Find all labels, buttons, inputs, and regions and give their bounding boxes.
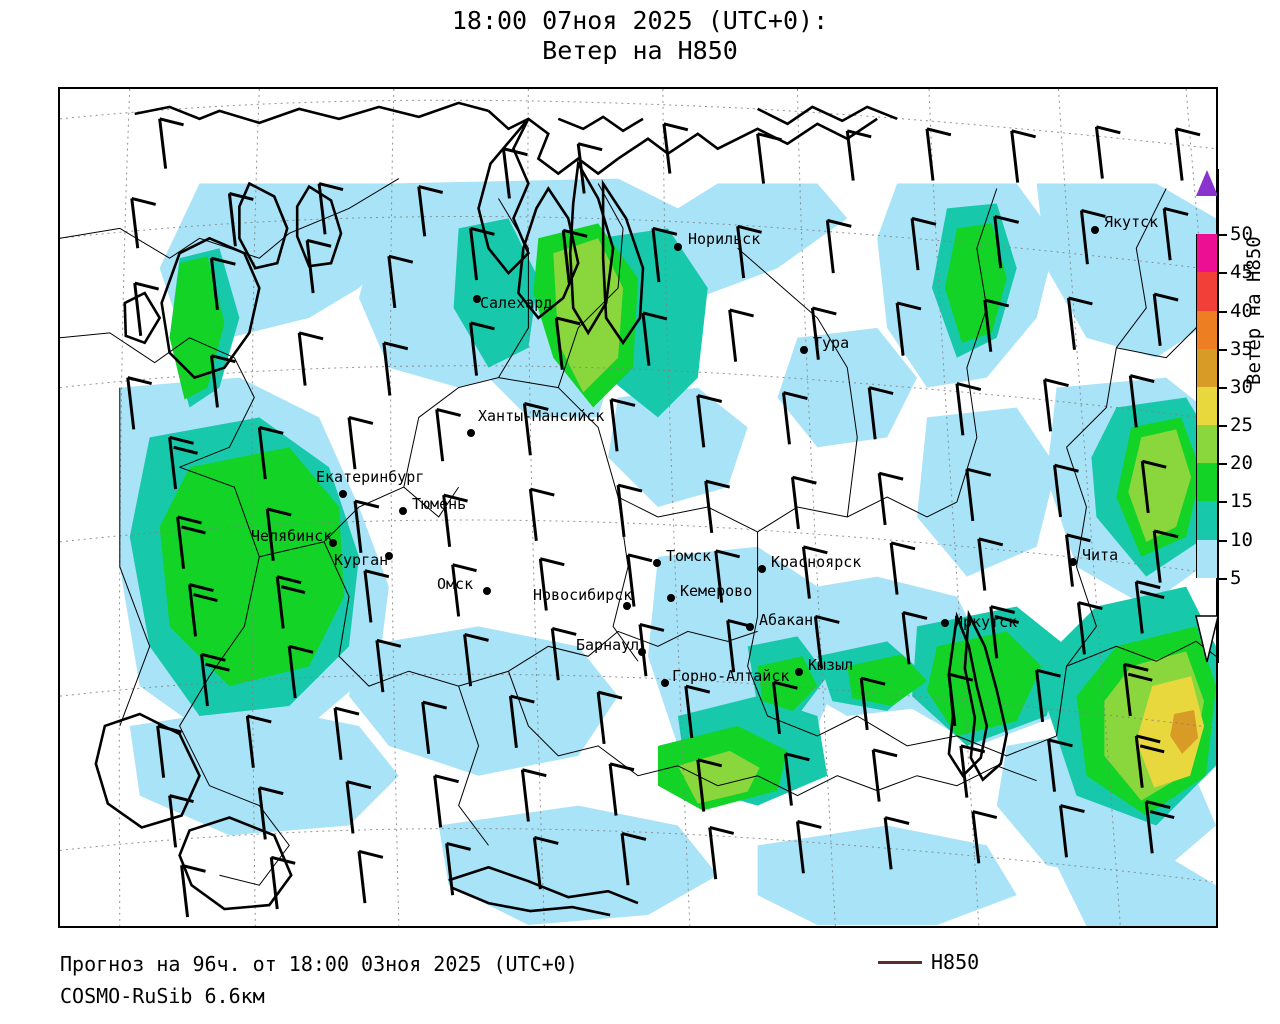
city-dot [473, 295, 481, 303]
colorbar-tick-45 [1218, 272, 1227, 275]
colorbar-band-25-30 [1196, 386, 1218, 426]
colorbar-band-35-40 [1196, 310, 1218, 349]
colorbar-title: Ветер на H850 [1243, 236, 1265, 385]
coastline [94, 101, 1009, 917]
city-label: Курган [334, 551, 389, 569]
city-label: Барнаул [576, 636, 640, 654]
footer: Прогноз на 96ч. от 18:00 03ноя 2025 (UTC… [60, 948, 578, 1012]
city-dot [800, 346, 808, 354]
colorbar-tick-35 [1218, 348, 1227, 351]
city-dot [667, 594, 675, 602]
colorbar-tick-label-15: 15 [1230, 490, 1253, 513]
footer-model-line: COSMO-RuSib 6.6км [60, 984, 265, 1008]
city-dot [467, 429, 475, 437]
city-label: Томск [666, 547, 712, 565]
wind-field-25-30 [1136, 676, 1205, 788]
colorbar-tick-label-45: 45 [1230, 261, 1253, 284]
h850-line-swatch [878, 960, 922, 964]
colorbar-tick-20 [1218, 463, 1227, 466]
colorbar-tick-40 [1218, 310, 1227, 313]
city-label: Новосибирск [533, 586, 633, 604]
city-dot [941, 619, 949, 627]
city-label: Иркутск [954, 613, 1018, 631]
city-label: Норильск [688, 230, 761, 248]
colorbar-band-10-15 [1196, 501, 1218, 540]
colorbar-top-arrow [1196, 170, 1218, 196]
city-dot [339, 490, 347, 498]
colorbar-tick-30 [1218, 386, 1227, 389]
colorbar-bottom-arrow [1195, 615, 1219, 663]
colorbar-band-45-50 [1196, 234, 1218, 273]
city-label: Горно-Алтайск [672, 667, 790, 685]
wind-field-30-35 [1170, 710, 1199, 754]
colorbar: 5 10 15 20 25 30 35 40 45 50 [1195, 169, 1253, 663]
colorbar-tick-label-20: 20 [1230, 452, 1253, 475]
weather-map[interactable]: Норильск Якутск Салехард Тура Ханты-Мансийск… [58, 87, 1218, 928]
title-datetime: 18:00 07ноя 2025 (UTC+0): [451, 6, 829, 35]
title-variable: Ветер на H850 [542, 36, 738, 65]
h850-legend-label: H850 [931, 950, 980, 974]
city-dot [399, 507, 407, 515]
colorbar-band-15-20 [1196, 463, 1218, 502]
city-label: Екатеринбург [316, 468, 425, 486]
city-dot [483, 587, 491, 595]
wind-barbs [126, 117, 1216, 918]
colorbar-band-30-35 [1196, 348, 1218, 387]
colorbar-tick-label-35: 35 [1230, 337, 1253, 360]
admin-borders [60, 178, 1216, 886]
colorbar-tick-15 [1218, 501, 1227, 504]
colorbar-tick-label-5: 5 [1230, 566, 1242, 589]
map-canvas [60, 89, 1216, 926]
city-dot [638, 648, 646, 656]
colorbar-tick-label-10: 10 [1230, 528, 1253, 551]
city-label: Кемерово [680, 582, 753, 600]
footer-forecast-line: Прогноз на 96ч. от 18:00 03ноя 2025 (UTC… [60, 952, 578, 976]
page-title: 18:00 07ноя 2025 (UTC+0): Ветер на H850 [0, 6, 1280, 66]
colorbar-band-20-25 [1196, 425, 1218, 464]
city-label: Абакан [759, 611, 814, 629]
city-dot [661, 679, 669, 687]
city-label: Тура [813, 334, 850, 352]
colorbar-tick-label-50: 50 [1230, 223, 1253, 246]
city-dot [795, 668, 803, 676]
city-dot [385, 552, 393, 560]
colorbar-tick-10 [1218, 539, 1227, 542]
colorbar-tick-label-30: 30 [1230, 375, 1253, 398]
city-dot [1091, 226, 1099, 234]
colorbar-tick-5 [1218, 577, 1227, 580]
colorbar-band-40-45 [1196, 272, 1218, 311]
city-label: Челябинск [251, 527, 333, 545]
city-label: Кызыл [808, 656, 854, 674]
colorbar-tick-50 [1218, 234, 1227, 237]
city-dot [329, 539, 337, 547]
city-dot [1069, 558, 1077, 566]
city-label: Тюмень [412, 495, 467, 513]
legend-h850: H850 [878, 950, 979, 974]
colorbar-axis [1217, 169, 1219, 663]
city-label: Ханты-Мансийск [478, 407, 605, 425]
city-label: Омск [437, 575, 474, 593]
city-dot [674, 243, 682, 251]
city-label: Якутск [1104, 213, 1159, 231]
city-label: Салехард [480, 294, 553, 312]
city-dot [746, 623, 754, 631]
city-label: Красноярск [771, 553, 862, 571]
colorbar-band-5-10 [1196, 539, 1218, 578]
graticule [60, 89, 1216, 926]
city-dot [653, 559, 661, 567]
city-label: Чита [1082, 546, 1119, 564]
colorbar-tick-label-40: 40 [1230, 299, 1253, 322]
city-dot [758, 565, 766, 573]
colorbar-tick-label-25: 25 [1230, 414, 1253, 437]
city-dot [623, 602, 631, 610]
colorbar-tick-25 [1218, 425, 1227, 428]
